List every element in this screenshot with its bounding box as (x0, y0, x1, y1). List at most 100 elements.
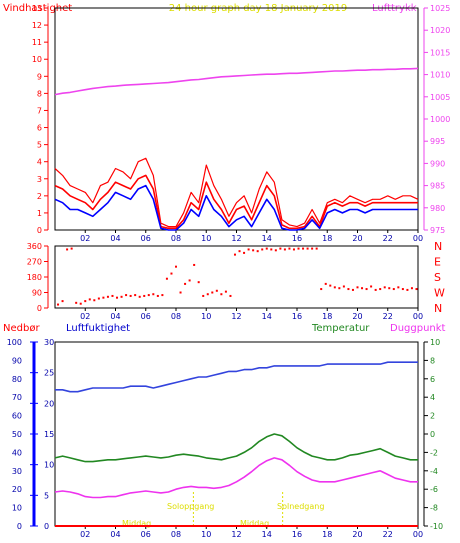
direction-point-78 (410, 287, 413, 290)
pressure-ytick-label-2: 985 (430, 182, 445, 191)
direction-point-32 (202, 294, 205, 297)
direction-point-61 (333, 286, 336, 289)
direction-point-31 (197, 281, 200, 284)
direction-point-69 (370, 285, 373, 288)
pressure-ytick-label-0: 975 (430, 226, 445, 235)
direction-compass-1: W (434, 287, 445, 300)
direction-xtick-label-9: 20 (352, 312, 362, 321)
temperature-ytick-label-9: 8 (430, 356, 435, 365)
direction-point-70 (374, 288, 377, 291)
direction-point-73 (388, 287, 391, 290)
temperature-ytick-label-10: 10 (430, 338, 440, 347)
direction-point-26 (175, 265, 177, 268)
wind-xtick-label-6: 14 (262, 234, 272, 243)
direction-point-27 (179, 291, 182, 294)
direction-xtick-label-7: 16 (292, 312, 302, 321)
wind-ytick-label-3: 3 (37, 175, 42, 184)
humidity-axis-title: Luftfuktighet (66, 323, 130, 334)
direction-point-1 (61, 300, 64, 303)
direction-point-63 (342, 285, 345, 288)
climate-series-temperature (54, 433, 418, 463)
direction-point-45 (261, 248, 264, 251)
direction-point-46 (265, 247, 268, 250)
rain-ytick-label-5: 25 (44, 369, 54, 378)
direction-xtick-label-5: 12 (231, 312, 241, 321)
direction-point-25 (170, 272, 173, 275)
wind-series-wind_avg (54, 184, 418, 231)
climate-xtick-label-6: 14 (262, 530, 272, 539)
direction-point-36 (220, 293, 223, 296)
climate-xtick-label-8: 18 (322, 530, 332, 539)
pressure-ytick-label-7: 1010 (430, 71, 450, 80)
direction-point-64 (347, 288, 350, 291)
direction-point-57 (315, 247, 318, 250)
direction-point-12 (111, 294, 114, 297)
wind-ytick-label-1: 1 (37, 209, 42, 218)
direction-xtick-label-11: 00 (413, 312, 423, 321)
rain-ytick-label-2: 10 (44, 461, 54, 470)
direction-point-58 (320, 288, 323, 291)
wind-ytick-label-0: 0 (37, 226, 42, 235)
pressure-ytick-label-1: 980 (430, 204, 445, 213)
wind-xtick-label-11: 00 (413, 234, 423, 243)
humidity-ytick-label-5: 50 (12, 430, 22, 439)
direction-point-60 (329, 284, 332, 287)
temperature-ytick-label-7: 4 (430, 393, 435, 402)
direction-point-71 (379, 288, 382, 291)
direction-point-42 (247, 248, 250, 251)
direction-point-52 (292, 248, 295, 251)
humidity-ytick-label-6: 60 (12, 412, 22, 421)
pressure-ytick-label-3: 990 (430, 159, 445, 168)
direction-point-33 (206, 293, 209, 296)
direction-point-76 (401, 288, 404, 291)
direction-point-6 (84, 300, 87, 303)
wind-xtick-label-4: 10 (201, 234, 211, 243)
climate-xtick-label-9: 20 (352, 530, 362, 539)
humidity-ytick-label-1: 10 (12, 504, 22, 513)
direction-point-19 (143, 294, 146, 297)
direction-point-0 (57, 303, 60, 306)
direction-ytick-label-2: 180 (27, 273, 42, 282)
dewpoint-axis-title: Duggpunkt (390, 323, 446, 334)
humidity-ytick-label-8: 80 (12, 375, 22, 384)
direction-point-15 (125, 294, 128, 297)
climate-xtick-label-1: 04 (110, 530, 120, 539)
humidity-ytick-label-2: 20 (12, 485, 22, 494)
direction-point-11 (106, 295, 109, 298)
direction-point-62 (338, 287, 341, 290)
direction-point-74 (392, 288, 395, 291)
direction-point-53 (297, 247, 300, 250)
wind-ytick-label-2: 2 (37, 192, 42, 201)
climate-xtick-label-4: 10 (201, 530, 211, 539)
direction-point-49 (279, 247, 282, 250)
wind-xtick-label-9: 20 (352, 234, 362, 243)
direction-point-38 (229, 294, 232, 297)
direction-point-20 (147, 294, 150, 297)
temperature-ytick-label-3: -4 (430, 467, 438, 476)
wind-ytick-label-9: 9 (37, 72, 42, 81)
direction-point-22 (156, 294, 159, 297)
direction-point-16 (129, 294, 132, 297)
rain-ytick-label-0: 0 (44, 522, 49, 531)
wind-ytick-label-4: 4 (37, 158, 42, 167)
direction-compass-2: S (434, 271, 441, 284)
direction-xtick-label-2: 06 (141, 312, 151, 321)
pressure-ytick-label-5: 1000 (430, 115, 450, 124)
wind-xtick-label-10: 22 (383, 234, 393, 243)
wind-ytick-label-7: 7 (37, 106, 42, 115)
direction-point-17 (134, 294, 137, 297)
humidity-ytick-label-3: 30 (12, 467, 22, 476)
temperature-ytick-label-6: 2 (430, 412, 435, 421)
direction-point-24 (165, 277, 168, 280)
direction-point-59 (324, 282, 327, 285)
direction-point-43 (252, 249, 255, 252)
direction-compass-4: N (434, 240, 442, 253)
direction-point-2 (66, 248, 69, 251)
sunrise-label: Soloppgang (167, 502, 214, 511)
pressure-ytick-label-9: 1020 (430, 26, 450, 35)
direction-point-18 (138, 295, 141, 298)
direction-point-66 (356, 286, 359, 289)
wind-ytick-label-6: 6 (37, 124, 42, 133)
pressure-ytick-label-4: 995 (430, 137, 445, 146)
wind-xtick-label-0: 02 (80, 234, 90, 243)
